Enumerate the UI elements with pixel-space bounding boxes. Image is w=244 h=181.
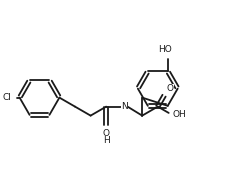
Text: H: H — [103, 136, 110, 144]
Text: Cl: Cl — [2, 93, 11, 102]
Text: O: O — [167, 84, 174, 93]
Text: O: O — [103, 129, 110, 138]
Text: OH: OH — [173, 110, 187, 119]
Text: N: N — [121, 102, 128, 111]
Text: HO: HO — [159, 45, 172, 54]
